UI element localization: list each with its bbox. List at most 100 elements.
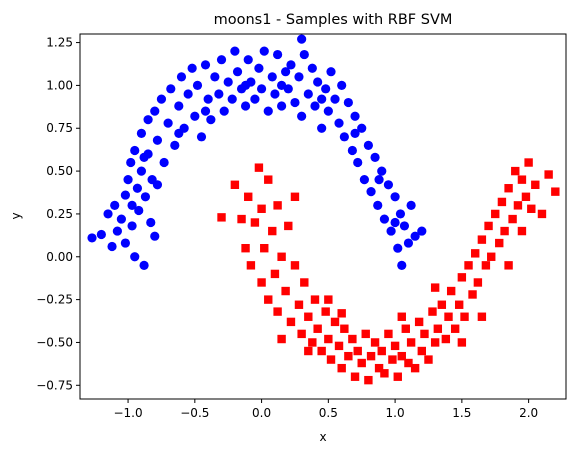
circle-point	[370, 152, 380, 162]
circle-point	[307, 63, 317, 73]
circle-point	[297, 111, 307, 121]
circle-point	[277, 80, 287, 91]
square-point	[410, 363, 420, 373]
circle-point	[110, 200, 120, 210]
circle-point	[132, 183, 143, 193]
circle-point	[273, 49, 283, 60]
square-point	[257, 204, 266, 213]
square-point	[508, 214, 517, 224]
circle-point	[326, 67, 336, 77]
square-point	[393, 372, 402, 381]
y-tick-label: 0.75	[46, 121, 73, 135]
circle-point	[126, 157, 136, 168]
square-point	[388, 355, 397, 364]
circle-point	[390, 217, 400, 228]
square-point	[260, 244, 269, 253]
square-point	[437, 300, 447, 309]
y-tick-label: −0.75	[36, 378, 73, 392]
square-point	[324, 295, 333, 304]
circle-point	[166, 84, 176, 94]
circle-point	[386, 226, 396, 236]
square-point	[277, 334, 286, 344]
circle-point	[330, 94, 340, 104]
circle-point	[374, 175, 384, 185]
square-point	[270, 269, 280, 279]
square-point	[264, 175, 273, 184]
circle-point	[210, 72, 220, 82]
data-points	[87, 34, 560, 385]
square-point	[304, 312, 313, 321]
square-point	[457, 338, 467, 347]
circle-point	[256, 84, 267, 94]
square-point	[417, 346, 427, 356]
square-point	[286, 317, 296, 327]
circle-point	[363, 140, 373, 150]
circle-point	[397, 260, 407, 270]
square-point	[374, 363, 384, 373]
square-point	[290, 261, 300, 270]
square-point	[460, 312, 469, 321]
square-point	[273, 307, 282, 316]
square-point	[500, 226, 509, 236]
circle-point	[112, 226, 122, 236]
circle-point	[159, 157, 169, 168]
square-point	[471, 249, 480, 258]
circle-point	[107, 241, 117, 252]
square-point	[551, 187, 560, 196]
circle-point	[267, 72, 277, 82]
circle-point	[353, 157, 363, 168]
circle-point	[395, 209, 406, 219]
square-point	[544, 170, 553, 179]
circle-point	[357, 123, 367, 133]
circle-point	[390, 192, 400, 202]
circle-point	[240, 80, 251, 91]
square-point	[357, 358, 366, 368]
circle-point	[254, 63, 264, 73]
circle-point	[403, 238, 414, 248]
circle-point	[170, 140, 180, 150]
circle-point	[127, 221, 137, 231]
square-point	[230, 180, 240, 189]
circle-point	[373, 200, 383, 210]
circle-point	[219, 106, 229, 116]
circle-point	[263, 106, 273, 116]
circle-point	[250, 94, 260, 104]
circle-point	[240, 101, 251, 111]
circle-point	[187, 63, 197, 73]
circle-point	[123, 175, 133, 185]
circle-point	[417, 226, 427, 236]
square-point	[390, 341, 400, 351]
square-point	[414, 317, 424, 327]
square-point	[217, 213, 226, 222]
circle-point	[406, 200, 416, 210]
square-point	[377, 346, 386, 356]
square-point	[300, 278, 309, 287]
square-point	[511, 166, 520, 176]
square-point	[273, 201, 282, 210]
circle-point	[139, 260, 149, 270]
circle-point	[347, 145, 357, 156]
square-point	[527, 204, 536, 213]
circle-point	[200, 60, 211, 70]
x-tick-label: 1.5	[452, 406, 471, 420]
circle-point	[192, 80, 203, 91]
circle-point	[136, 128, 147, 138]
square-point	[268, 226, 277, 236]
circle-point	[156, 94, 167, 104]
square-point	[334, 341, 344, 351]
y-tick-label: 0.00	[46, 250, 73, 264]
circle-point	[383, 180, 394, 190]
circle-point	[313, 77, 323, 87]
circle-point	[297, 34, 307, 44]
square-point	[321, 307, 330, 316]
circle-point	[200, 106, 211, 116]
circle-point	[103, 209, 113, 219]
circle-point	[196, 132, 207, 142]
square-point	[304, 346, 313, 356]
square-point	[294, 300, 304, 309]
circle-point	[227, 94, 237, 104]
circle-point	[337, 80, 347, 91]
square-point	[464, 261, 473, 270]
square-point	[370, 338, 380, 347]
